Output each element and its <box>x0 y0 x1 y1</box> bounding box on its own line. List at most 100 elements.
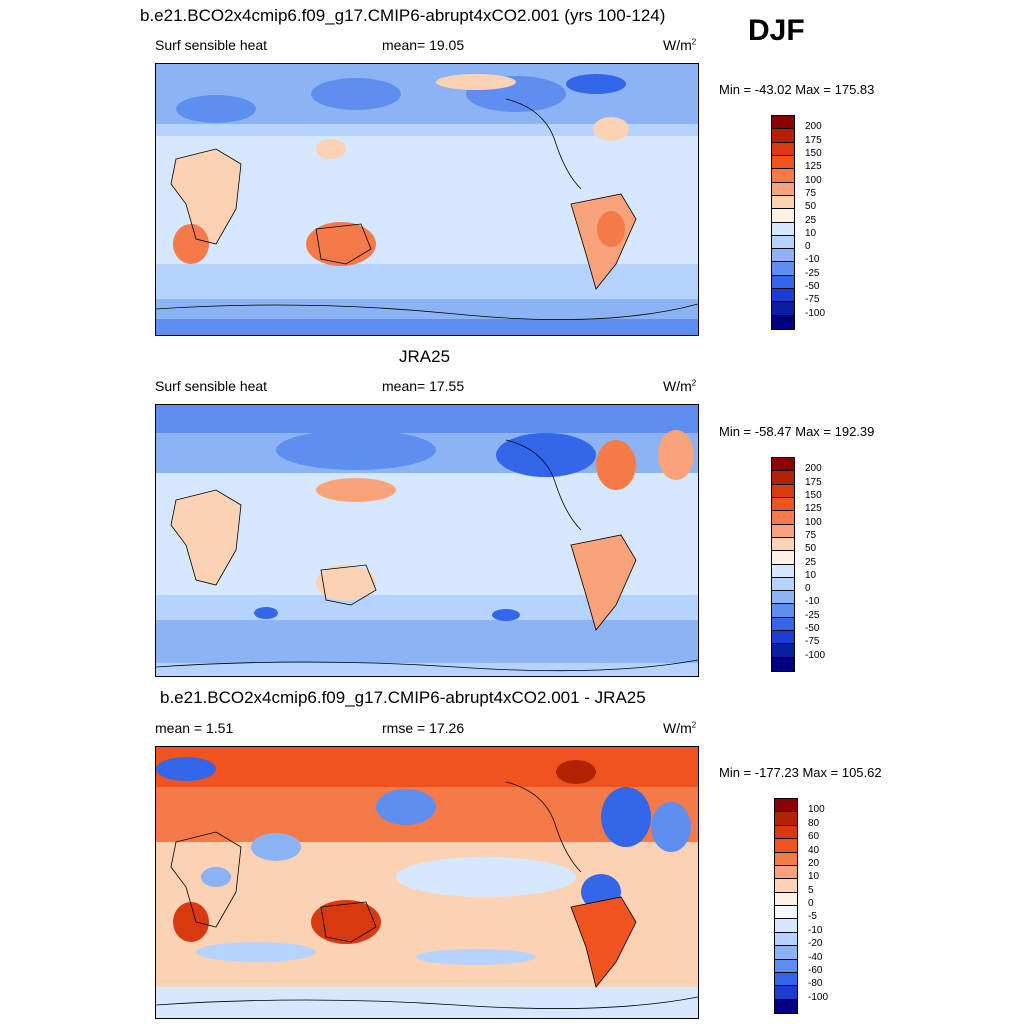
colorbar-swatch <box>775 959 797 973</box>
colorbar-tick-label: 150 <box>805 147 822 159</box>
colorbar-swatch <box>772 315 794 329</box>
colorbar-tick-label: 100 <box>808 804 825 816</box>
panel-3-map <box>155 746 699 1019</box>
colorbar-swatch <box>775 986 797 1000</box>
colorbar-tick-label: 75 <box>805 529 817 541</box>
panel-1-title: b.e21.BCO2x4cmip6.f09_g17.CMIP6-abrupt4x… <box>140 6 666 25</box>
panel-1-variable-label: Surf sensible heat <box>155 37 268 53</box>
colorbar-swatch <box>775 906 797 920</box>
colorbar-swatch <box>772 644 794 658</box>
panel-1-mean-label: mean= 19.05 <box>382 37 465 53</box>
colorbar-swatch <box>772 249 794 263</box>
colorbar-swatch <box>772 458 794 472</box>
colorbar-tick-label: -10 <box>805 596 820 608</box>
panel-2-map <box>155 404 699 677</box>
colorbar-tick-label: -75 <box>805 294 820 306</box>
panel-2-variable-label: Surf sensible heat <box>155 378 268 394</box>
colorbar-tick-label: 75 <box>805 187 817 199</box>
colorbar-tick-label: -100 <box>808 991 829 1003</box>
colorbar-tick-label: -60 <box>808 964 823 976</box>
colorbar-swatch <box>772 275 794 290</box>
colorbar-swatch <box>772 497 794 512</box>
panel-3-units: W/m2 <box>663 720 697 736</box>
colorbar-swatch <box>775 799 797 813</box>
colorbar-swatch <box>772 551 794 565</box>
colorbar-tick-label: -80 <box>808 978 823 990</box>
colorbar-tick-label: 20 <box>808 857 820 869</box>
colorbar-swatch <box>772 222 794 236</box>
colorbar-tick-label: 25 <box>805 214 817 226</box>
colorbar-tick-label: -10 <box>805 254 820 266</box>
colorbar-swatch <box>775 812 797 826</box>
colorbar-tick-label: -75 <box>805 636 820 648</box>
colorbar-swatch <box>775 825 797 840</box>
colorbar-swatch <box>772 604 794 618</box>
panel-1-units: W/m2 <box>663 37 697 53</box>
colorbar-tick-label: -100 <box>805 307 826 319</box>
colorbar-swatch <box>772 577 794 592</box>
colorbar-swatch <box>772 537 794 552</box>
colorbar-tick-label: 5 <box>808 884 814 896</box>
colorbar-tick-label: 150 <box>805 489 822 501</box>
colorbar-swatch <box>772 471 794 485</box>
colorbar-swatch <box>772 169 794 183</box>
season-label: DJF <box>748 14 805 47</box>
panel-3-colorbar <box>774 798 798 1014</box>
colorbar-swatch <box>772 564 794 578</box>
colorbar-swatch <box>772 631 794 645</box>
colorbar-swatch <box>775 946 797 960</box>
colorbar-swatch <box>772 524 794 538</box>
colorbar-swatch <box>772 235 794 250</box>
colorbar-tick-label: 80 <box>808 817 820 829</box>
colorbar-tick-label: 100 <box>805 174 822 186</box>
colorbar-tick-label: -50 <box>805 623 820 635</box>
panel-1-colorbar <box>771 115 795 330</box>
colorbar-swatch <box>775 972 797 987</box>
colorbar-tick-label: 200 <box>805 463 822 475</box>
colorbar-swatch <box>772 657 794 671</box>
colorbar-tick-label: -10 <box>808 924 823 936</box>
colorbar-tick-label: 0 <box>805 241 811 253</box>
colorbar-swatch <box>772 195 794 210</box>
panel-2-title: JRA25 <box>399 347 451 366</box>
colorbar-tick-label: 125 <box>805 503 822 515</box>
colorbar-tick-label: -100 <box>805 649 826 661</box>
colorbar-tick-label: -25 <box>805 609 820 621</box>
colorbar-swatch <box>775 919 797 933</box>
colorbar-swatch <box>775 839 797 853</box>
panel-2-units: W/m2 <box>663 378 697 394</box>
colorbar-swatch <box>772 484 794 498</box>
colorbar-tick-label: 175 <box>805 134 822 146</box>
panel-3-rmse-label: rmse = 17.26 <box>382 720 465 736</box>
colorbar-swatch <box>772 591 794 605</box>
colorbar-tick-label: -40 <box>808 951 823 963</box>
colorbar-tick-label: 25 <box>805 556 817 568</box>
colorbar-swatch <box>772 129 794 143</box>
colorbar-swatch <box>775 879 797 893</box>
panel-1-minmax: Min = -43.02 Max = 175.83 <box>719 82 875 97</box>
colorbar-swatch <box>772 182 794 196</box>
colorbar-tick-label: -50 <box>805 281 820 293</box>
colorbar-tick-label: 10 <box>805 569 817 581</box>
colorbar-swatch <box>772 289 794 303</box>
panel-2-minmax: Min = -58.47 Max = 192.39 <box>719 424 875 439</box>
colorbar-swatch <box>772 262 794 276</box>
colorbar-swatch <box>772 155 794 170</box>
panel-2-colorbar <box>771 457 795 672</box>
colorbar-swatch <box>775 852 797 866</box>
colorbar-tick-label: 200 <box>805 121 822 133</box>
panel-3-mean-label: mean = 1.51 <box>155 720 234 736</box>
colorbar-tick-label: -5 <box>808 911 817 923</box>
colorbar-swatch <box>772 209 794 223</box>
colorbar-tick-label: 10 <box>808 871 820 883</box>
colorbar-swatch <box>772 142 794 156</box>
panel-1-map <box>155 63 699 336</box>
colorbar-tick-label: 40 <box>808 844 820 856</box>
panel-3-title: b.e21.BCO2x4cmip6.f09_g17.CMIP6-abrupt4x… <box>160 688 646 707</box>
colorbar-tick-label: 0 <box>805 583 811 595</box>
colorbar-swatch <box>775 892 797 906</box>
colorbar-tick-label: -25 <box>805 267 820 279</box>
colorbar-tick-label: 50 <box>805 201 817 213</box>
colorbar-tick-label: -20 <box>808 938 823 950</box>
colorbar-tick-label: 175 <box>805 476 822 488</box>
